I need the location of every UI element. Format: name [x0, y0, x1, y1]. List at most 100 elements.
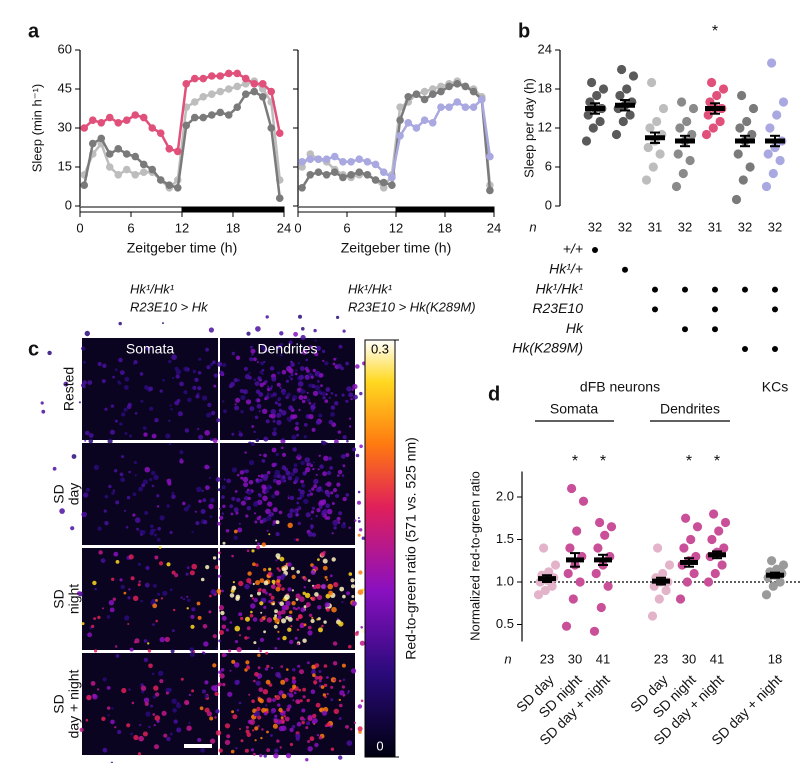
- micrograph-speck: [311, 532, 317, 537]
- micrograph-speck: [265, 508, 271, 515]
- micrograph-speck: [119, 422, 123, 426]
- micrograph-speck: [216, 588, 222, 594]
- data-point: [591, 568, 601, 579]
- micrograph-speck: [311, 384, 316, 389]
- n-label: n: [504, 651, 511, 666]
- micrograph-speck: [287, 617, 293, 622]
- micrograph-speck: [288, 405, 294, 411]
- genotype-dot: [742, 286, 748, 293]
- micrograph-speck: [240, 476, 244, 480]
- micrograph-speck: [272, 431, 277, 437]
- micrograph-speck: [271, 584, 276, 590]
- micrograph-speck: [262, 495, 268, 502]
- data-point: [190, 74, 199, 83]
- micrograph-speck: [259, 637, 265, 643]
- micrograph-speck: [248, 376, 252, 380]
- data-point: [233, 103, 242, 111]
- micrograph-speck: [173, 608, 176, 612]
- data-point: [207, 90, 216, 98]
- micrograph-speck: [259, 453, 262, 457]
- data-point: [761, 181, 772, 192]
- micrograph-speck: [253, 378, 256, 382]
- micrograph-speck: [308, 489, 312, 493]
- data-point: [241, 74, 250, 83]
- micrograph-speck: [133, 734, 139, 741]
- micrograph-speck: [90, 681, 96, 686]
- micrograph-speck: [287, 587, 292, 592]
- data-point: [379, 178, 388, 187]
- micrograph-speck: [222, 682, 226, 687]
- micrograph-speck: [287, 562, 292, 567]
- micrograph-speck: [275, 532, 280, 537]
- data-point: [652, 116, 662, 127]
- micrograph-speck: [296, 642, 300, 646]
- micrograph-speck: [192, 369, 197, 374]
- micrograph-speck: [216, 418, 221, 423]
- data-point: [682, 577, 692, 587]
- genotype-label: Hk¹/Hk¹: [536, 280, 584, 296]
- data-point: [131, 171, 140, 179]
- micrograph-speck: [293, 509, 298, 513]
- micrograph-speck: [303, 586, 306, 589]
- micrograph-speck: [204, 464, 210, 470]
- data-point: [371, 160, 380, 169]
- data-point: [767, 58, 777, 68]
- micrograph-speck: [215, 477, 221, 482]
- micrograph-speck: [327, 494, 331, 498]
- micrograph-speck: [125, 526, 129, 529]
- data-point: [685, 155, 695, 166]
- micrograph-speck: [183, 390, 188, 395]
- data-point: [703, 110, 713, 120]
- micrograph-speck: [257, 542, 260, 546]
- micrograph-speck: [305, 726, 309, 730]
- micrograph-speck: [291, 676, 296, 681]
- micrograph-speck: [124, 432, 128, 435]
- micrograph-speck: [292, 684, 297, 689]
- n-label: n: [529, 219, 536, 234]
- micrograph-speck: [117, 729, 122, 735]
- micrograph-speck: [153, 724, 156, 727]
- data-point: [250, 80, 259, 88]
- micrograph-speck: [225, 529, 230, 533]
- micrograph-speck: [255, 326, 261, 332]
- micrograph-speck: [277, 402, 282, 407]
- colorbar-label: Red-to-green ratio (571 vs. 525 nm): [403, 437, 419, 660]
- micrograph-speck: [312, 584, 314, 587]
- column-label: Dendrites: [258, 341, 318, 357]
- micrograph-speck: [314, 339, 317, 342]
- micrograph-speck: [303, 577, 308, 581]
- micrograph-speck: [331, 606, 337, 613]
- micrograph-speck: [197, 737, 202, 742]
- micrograph-speck: [276, 382, 281, 387]
- micrograph-speck: [85, 487, 90, 493]
- micrograph-speck: [257, 647, 260, 650]
- micrograph-speck: [306, 398, 311, 403]
- micrograph-speck: [263, 473, 269, 479]
- micrograph-speck: [296, 501, 300, 505]
- micrograph-speck: [310, 510, 315, 514]
- micrograph-speck: [254, 520, 258, 524]
- micrograph-speck: [104, 521, 109, 526]
- micrograph-speck: [276, 578, 281, 583]
- micrograph-speck: [348, 526, 351, 529]
- micrograph-speck: [212, 634, 217, 639]
- micrograph-speck: [321, 624, 324, 628]
- micrograph-speck: [281, 446, 284, 450]
- data-point: [561, 621, 572, 631]
- micrograph-speck: [209, 404, 212, 407]
- micrograph-speck: [317, 605, 322, 610]
- micrograph-speck: [94, 587, 97, 591]
- micrograph-speck: [204, 694, 209, 699]
- micrograph-speck: [341, 601, 344, 603]
- micrograph-speck: [229, 621, 233, 624]
- micrograph-speck: [318, 373, 324, 378]
- micrograph-speck: [297, 606, 301, 610]
- y-tick-label: 18: [538, 80, 552, 95]
- micrograph-speck: [351, 600, 357, 607]
- micrograph-speck: [212, 663, 217, 668]
- data-point: [678, 168, 688, 179]
- data-point: [767, 556, 777, 566]
- micrograph-speck: [252, 729, 255, 732]
- data-point: [306, 150, 315, 158]
- micrograph-speck: [152, 603, 158, 609]
